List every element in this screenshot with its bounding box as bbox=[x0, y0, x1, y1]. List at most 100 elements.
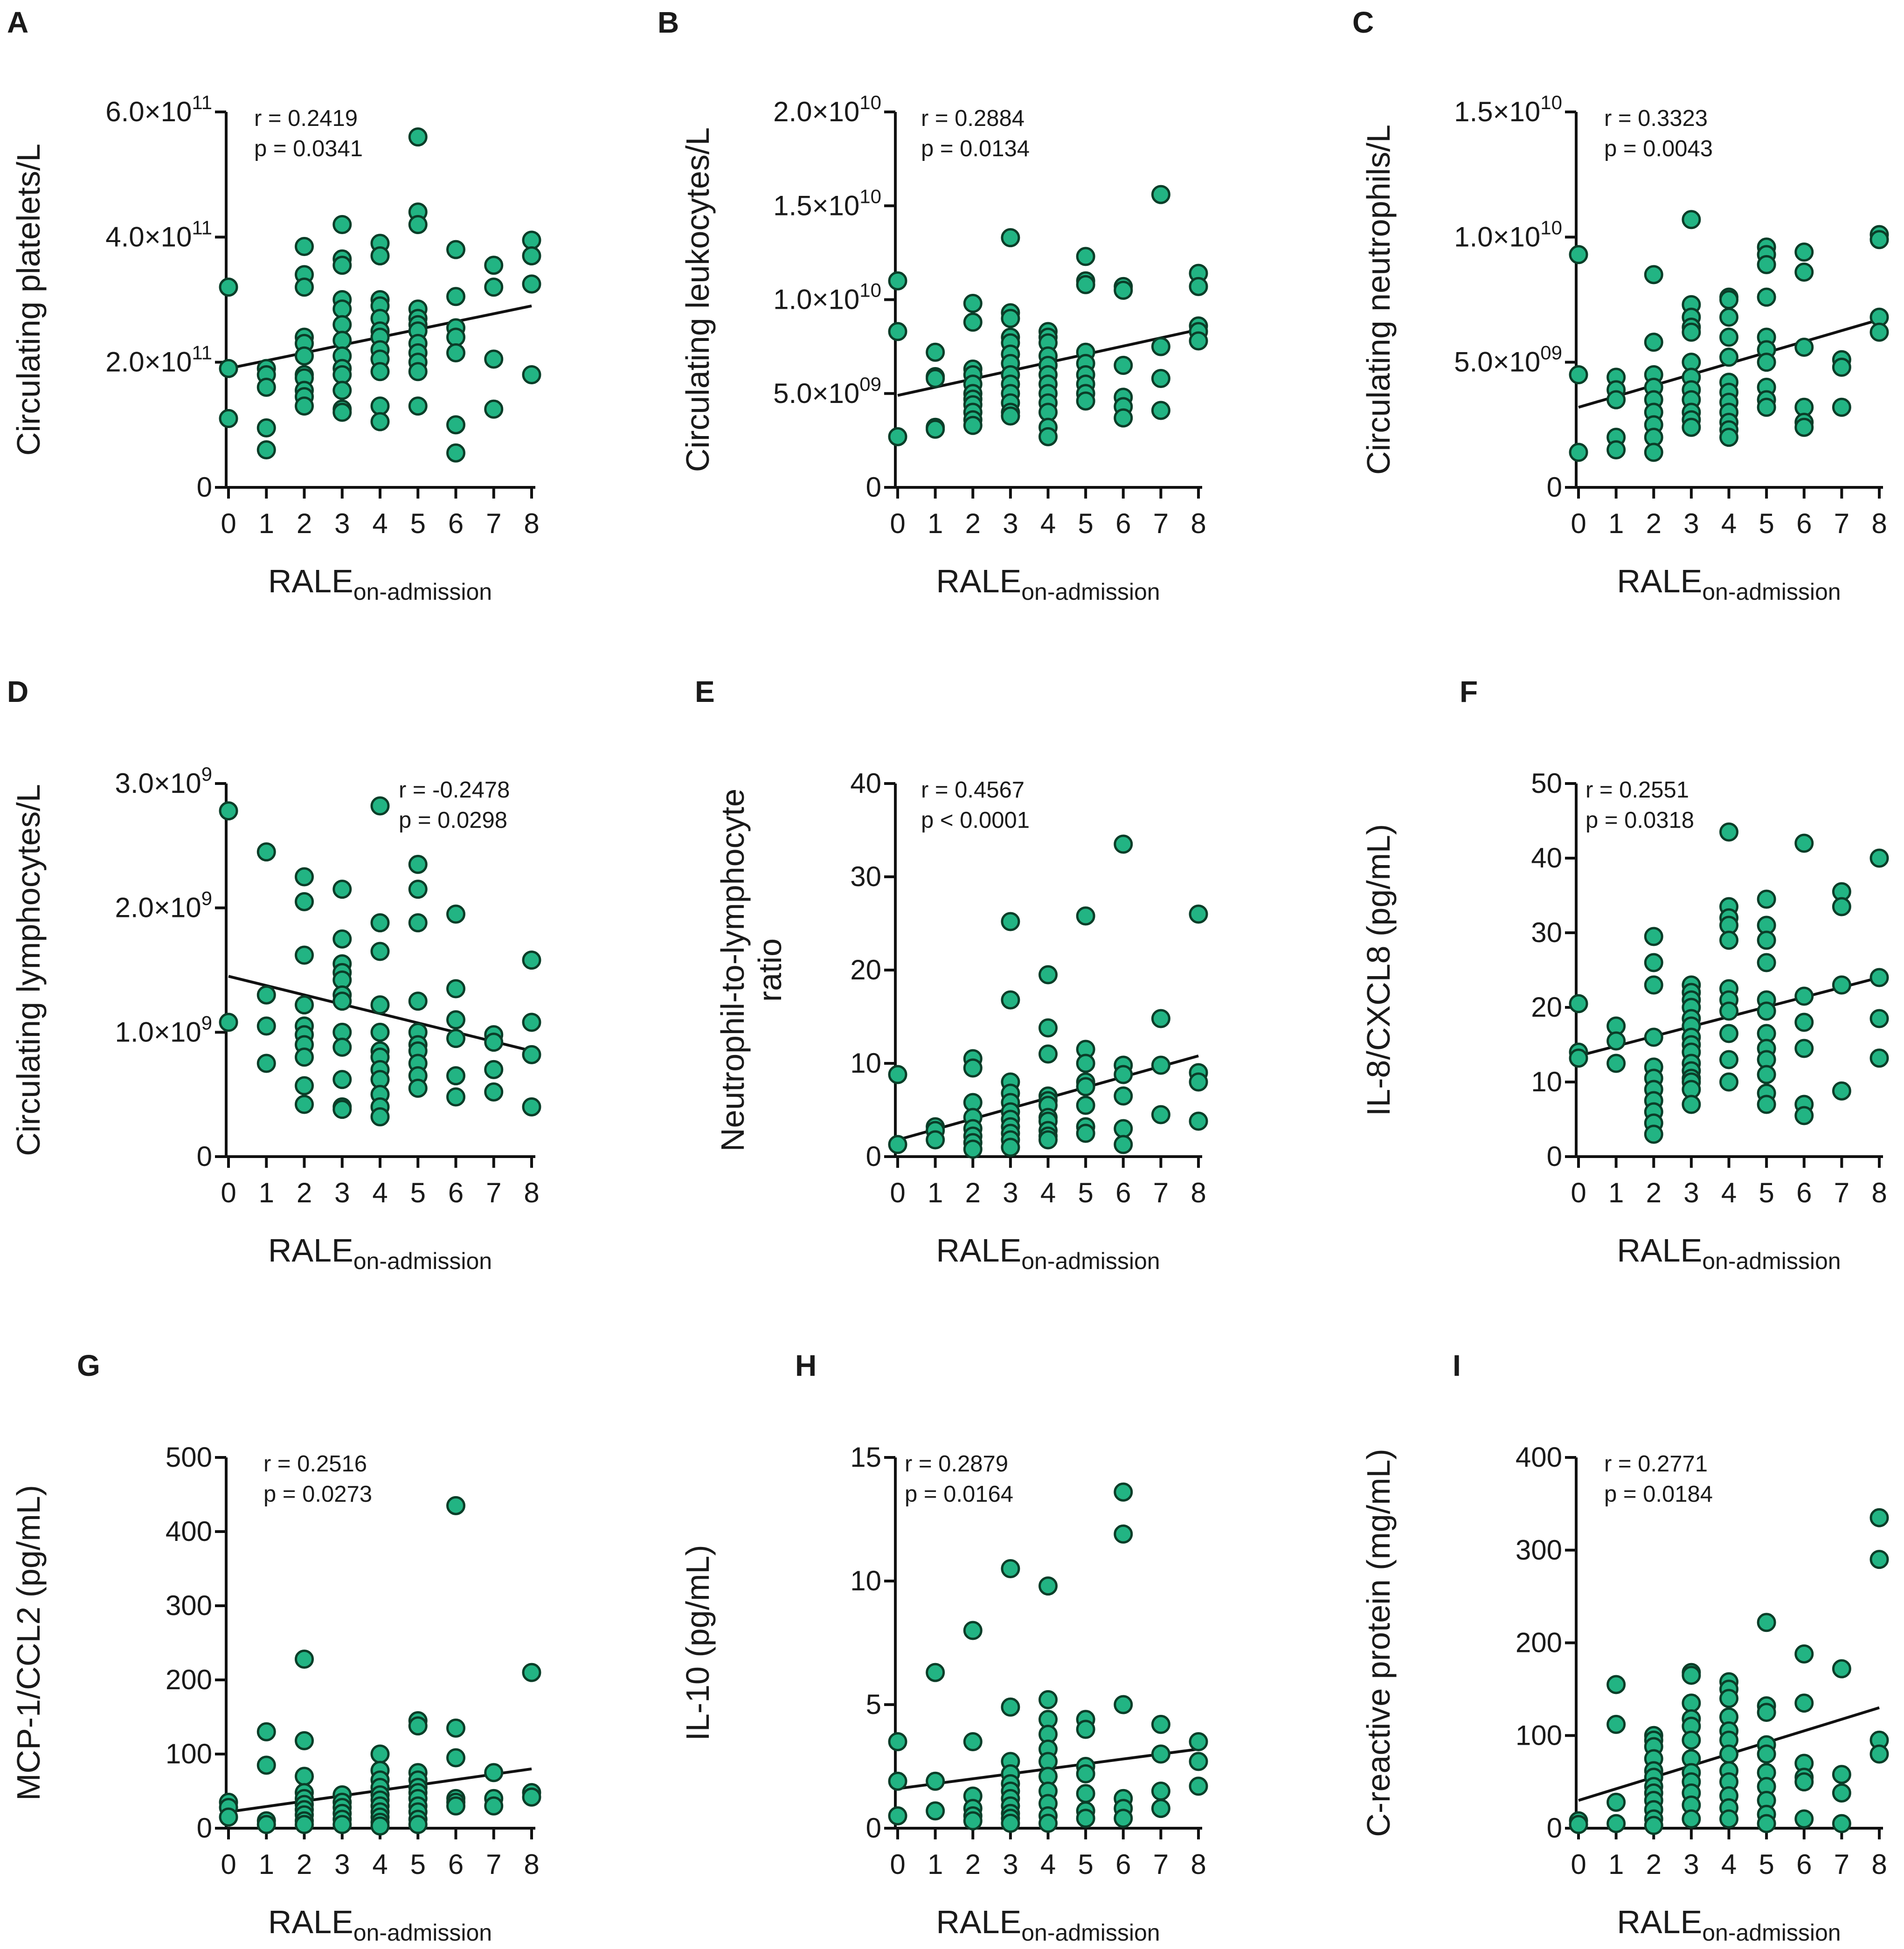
x-tick-label: 6 bbox=[1796, 1849, 1812, 1880]
x-tick-label: 4 bbox=[372, 1849, 388, 1880]
y-tick-label: 0 bbox=[197, 1141, 212, 1172]
data-point bbox=[522, 274, 541, 294]
data-point bbox=[1114, 280, 1133, 300]
x-tick-label: 0 bbox=[1571, 508, 1586, 539]
data-point bbox=[446, 1748, 465, 1768]
data-point bbox=[332, 1037, 352, 1057]
x-tick-label: 1 bbox=[928, 1177, 943, 1208]
data-point bbox=[408, 1078, 428, 1098]
data-point bbox=[1794, 337, 1814, 357]
data-point bbox=[446, 1496, 465, 1515]
data-point bbox=[446, 415, 465, 435]
data-point bbox=[1001, 990, 1020, 1010]
data-point bbox=[1757, 1814, 1776, 1833]
data-point bbox=[926, 342, 945, 362]
data-point bbox=[219, 277, 238, 297]
y-tick-label: 20 bbox=[850, 954, 881, 985]
data-point bbox=[295, 1047, 314, 1067]
x-tick-label: 3 bbox=[334, 1177, 350, 1208]
data-point bbox=[888, 1806, 907, 1825]
data-point bbox=[1682, 1809, 1701, 1829]
data-point bbox=[446, 240, 465, 259]
data-point bbox=[888, 427, 907, 446]
panel-letter: A bbox=[7, 6, 28, 39]
x-axis-label: RALEon-admission bbox=[1617, 1904, 1841, 1946]
x-tick-label: 6 bbox=[448, 1849, 464, 1880]
data-point bbox=[256, 418, 276, 438]
data-point bbox=[1076, 906, 1095, 926]
data-point bbox=[1606, 1031, 1626, 1051]
x-tick-label: 0 bbox=[1571, 1849, 1586, 1880]
x-tick-label: 3 bbox=[334, 508, 350, 539]
x-axis-label: RALEon-admission bbox=[936, 563, 1160, 605]
data-point bbox=[963, 1139, 983, 1159]
data-point bbox=[1719, 1024, 1738, 1043]
stat-r: r = 0.2771 bbox=[1604, 1451, 1708, 1477]
data-point bbox=[332, 256, 352, 275]
x-tick-label: 0 bbox=[890, 1849, 905, 1880]
data-point bbox=[332, 299, 352, 319]
data-point bbox=[484, 1060, 504, 1079]
data-point bbox=[1606, 1054, 1626, 1073]
data-point bbox=[1001, 1559, 1020, 1578]
y-tick-label: 1.0×1010 bbox=[1454, 216, 1562, 252]
data-point bbox=[1794, 1106, 1814, 1125]
data-point bbox=[1001, 309, 1020, 328]
data-point bbox=[1719, 1072, 1738, 1092]
data-point bbox=[256, 1755, 276, 1775]
data-point bbox=[256, 842, 276, 862]
data-point bbox=[1794, 1809, 1814, 1829]
data-point bbox=[1832, 1814, 1851, 1833]
y-tick-label: 0 bbox=[197, 1812, 212, 1844]
x-tick-label: 4 bbox=[1721, 1177, 1737, 1208]
data-point bbox=[370, 942, 390, 961]
data-point bbox=[484, 1763, 504, 1783]
data-point bbox=[1794, 1013, 1814, 1032]
data-point bbox=[1606, 390, 1626, 409]
data-point bbox=[1719, 1809, 1738, 1829]
x-tick-label: 5 bbox=[410, 1177, 426, 1208]
x-tick-label: 2 bbox=[1646, 508, 1662, 539]
data-point bbox=[1644, 1027, 1663, 1047]
data-point bbox=[1682, 1693, 1701, 1713]
data-point bbox=[1606, 1714, 1626, 1734]
data-point bbox=[963, 1621, 983, 1640]
data-point bbox=[1794, 1693, 1814, 1713]
data-point bbox=[295, 1767, 314, 1786]
y-tick-label: 3.0×109 bbox=[115, 763, 212, 799]
data-point bbox=[1151, 369, 1170, 388]
y-tick-label: 4.0×1011 bbox=[105, 216, 212, 252]
data-point bbox=[484, 1796, 504, 1816]
data-point bbox=[1001, 912, 1020, 931]
x-tick-label: 2 bbox=[1646, 1849, 1662, 1880]
data-point bbox=[1719, 822, 1738, 842]
y-tick-label: 1.5×1010 bbox=[1454, 91, 1562, 127]
data-point bbox=[1001, 228, 1020, 248]
data-point bbox=[926, 1130, 945, 1150]
data-point bbox=[1832, 897, 1851, 916]
data-point bbox=[1682, 322, 1701, 342]
data-point bbox=[1114, 1809, 1133, 1828]
data-point bbox=[1001, 406, 1020, 426]
y-tick-label: 0 bbox=[197, 472, 212, 503]
y-axis-label-line2: ratio bbox=[752, 938, 788, 1002]
data-point bbox=[295, 236, 314, 256]
data-point bbox=[1757, 1095, 1776, 1114]
y-axis-label: C-reactive protein (mg/mL) bbox=[1360, 1449, 1397, 1837]
x-tick-label: 3 bbox=[1683, 508, 1699, 539]
data-point bbox=[1606, 440, 1626, 459]
x-tick-label: 4 bbox=[1721, 508, 1737, 539]
data-point bbox=[926, 1771, 945, 1791]
x-axis-label: RALEon-admission bbox=[268, 1904, 492, 1946]
data-point bbox=[408, 215, 428, 234]
data-point bbox=[446, 287, 465, 306]
y-tick-label: 500 bbox=[166, 1442, 212, 1473]
data-point bbox=[1757, 1613, 1776, 1632]
data-point bbox=[1076, 1124, 1095, 1143]
x-tick-label: 0 bbox=[1571, 1177, 1586, 1208]
y-tick-label: 15 bbox=[850, 1442, 881, 1473]
data-point bbox=[295, 1815, 314, 1834]
